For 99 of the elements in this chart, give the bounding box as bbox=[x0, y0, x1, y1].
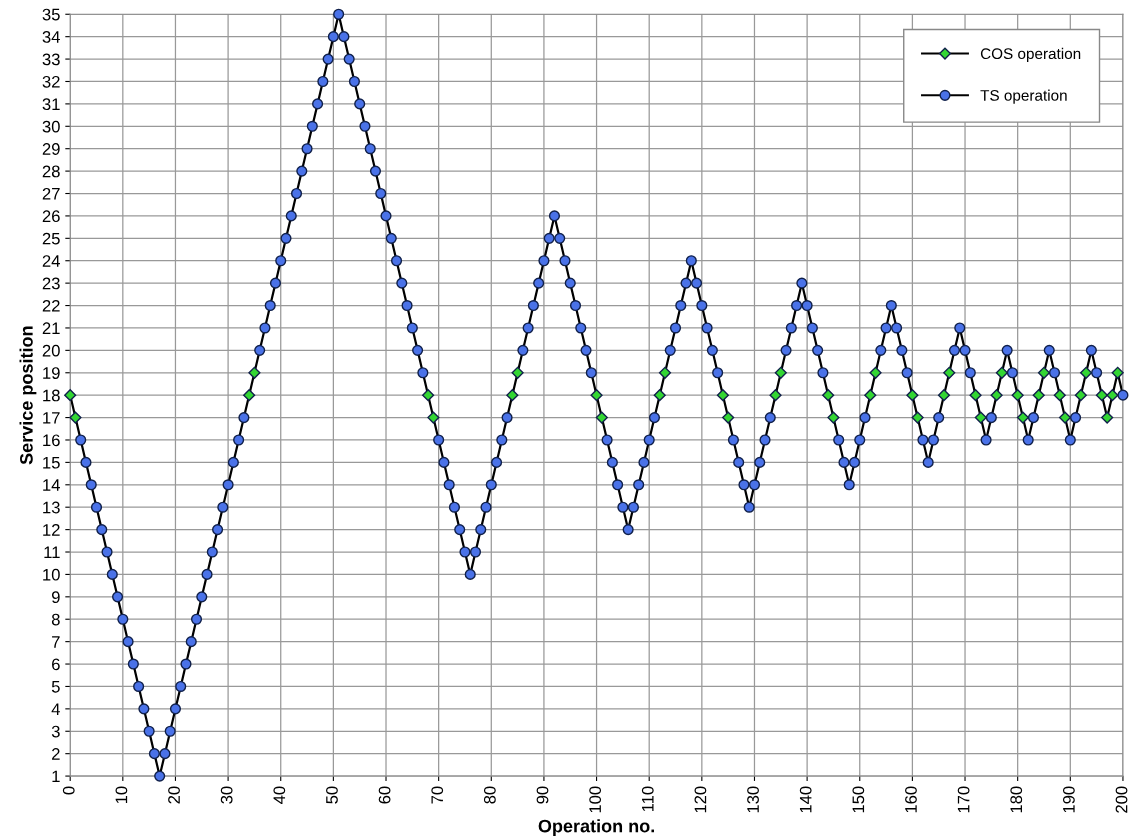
x-tick-label: 200 bbox=[1115, 786, 1128, 813]
point bbox=[1101, 411, 1114, 424]
point bbox=[64, 389, 77, 402]
y-tick-label: 19 bbox=[43, 367, 60, 379]
point bbox=[653, 389, 666, 402]
x-tick-label: 70 bbox=[431, 786, 444, 804]
y-tick-label: 32 bbox=[42, 75, 60, 88]
y-tick-label: 33 bbox=[42, 53, 60, 66]
x-tick-label: 80 bbox=[483, 786, 496, 804]
y-tick-label: 7 bbox=[52, 636, 60, 648]
x-tick-label: 170 bbox=[957, 786, 970, 813]
x-tick-label: 150 bbox=[852, 786, 865, 813]
y-tick-label: 13 bbox=[43, 501, 60, 514]
y-tick-label: 16 bbox=[43, 434, 60, 447]
point bbox=[990, 389, 1003, 402]
x-axis-title: Operation no. bbox=[538, 819, 655, 836]
y-tick-label: 8 bbox=[51, 613, 60, 626]
point bbox=[1053, 389, 1066, 402]
point bbox=[864, 389, 877, 402]
x-tick-label: 50 bbox=[326, 786, 338, 804]
point bbox=[1037, 366, 1051, 379]
x-tick-label: 110 bbox=[641, 786, 654, 812]
point bbox=[943, 366, 956, 379]
y-tick-label: 11 bbox=[44, 546, 60, 559]
point bbox=[906, 389, 919, 402]
y-tick-label: 34 bbox=[42, 31, 60, 43]
y-axis-title: Service position bbox=[19, 326, 37, 465]
point bbox=[1016, 411, 1030, 424]
y-tick-label: 29 bbox=[42, 143, 60, 155]
point bbox=[716, 389, 729, 402]
y-tick-label: 25 bbox=[42, 232, 60, 245]
point bbox=[969, 389, 982, 402]
x-tick-label: 90 bbox=[536, 786, 549, 804]
y-tick-label: 30 bbox=[42, 120, 60, 133]
point bbox=[937, 389, 951, 402]
y-tick-label: 12 bbox=[43, 524, 60, 536]
point bbox=[511, 366, 524, 379]
point bbox=[243, 389, 256, 402]
y-tick-label: 15 bbox=[43, 456, 60, 469]
x-tick-label: 130 bbox=[747, 786, 759, 813]
x-tick-label: 10 bbox=[115, 786, 128, 804]
point bbox=[1032, 389, 1045, 402]
y-tick-label: 4 bbox=[51, 703, 60, 715]
x-tick-label: 20 bbox=[168, 786, 180, 804]
y-tick-label: 24 bbox=[42, 255, 60, 267]
y-tick-label: 17 bbox=[43, 412, 60, 424]
y-tick-label: 21 bbox=[42, 322, 60, 334]
point bbox=[69, 411, 82, 424]
point bbox=[722, 411, 735, 424]
point bbox=[1111, 366, 1124, 379]
point bbox=[506, 389, 519, 402]
point bbox=[769, 389, 782, 402]
legend-label: COS operation bbox=[980, 47, 1081, 63]
point bbox=[995, 366, 1008, 379]
x-tick-label: 30 bbox=[220, 786, 233, 804]
point bbox=[422, 389, 435, 402]
point bbox=[869, 366, 882, 379]
y-tick-label: 28 bbox=[42, 165, 60, 178]
y-tick-label: 1 bbox=[52, 770, 60, 783]
x-tick-label: 190 bbox=[1062, 786, 1075, 813]
x-tick-label: 0 bbox=[62, 786, 75, 795]
y-tick-label: 18 bbox=[43, 389, 60, 402]
point bbox=[1080, 366, 1093, 379]
y-tick-label: 22 bbox=[42, 299, 60, 312]
x-tick-label: 160 bbox=[905, 786, 917, 813]
y-tick-label: 6 bbox=[52, 658, 60, 671]
point bbox=[427, 411, 440, 424]
y-tick-label: 20 bbox=[42, 344, 60, 357]
x-tick-label: 140 bbox=[799, 786, 812, 813]
point bbox=[1095, 389, 1108, 402]
point bbox=[1011, 389, 1024, 402]
y-tick-label: 26 bbox=[42, 210, 60, 223]
y-tick-label: 27 bbox=[42, 187, 60, 200]
point bbox=[658, 366, 672, 379]
point bbox=[590, 389, 603, 402]
x-tick-label: 100 bbox=[589, 786, 602, 813]
x-tick-label: 60 bbox=[378, 786, 391, 804]
point bbox=[1106, 389, 1119, 402]
y-tick-label: 3 bbox=[51, 725, 60, 738]
point bbox=[1074, 389, 1087, 402]
y-tick-label: 14 bbox=[43, 479, 60, 491]
point bbox=[822, 389, 835, 402]
x-tick-label: 40 bbox=[273, 786, 286, 804]
y-tick-label: 23 bbox=[42, 277, 60, 290]
y-tick-label: 9 bbox=[51, 591, 60, 604]
legend-label: TS operation bbox=[980, 89, 1067, 104]
point bbox=[595, 411, 608, 424]
y-tick-label: 31 bbox=[42, 98, 60, 111]
x-tick-label: 180 bbox=[1010, 786, 1023, 813]
point bbox=[248, 366, 261, 379]
x-tick-label: 120 bbox=[694, 786, 707, 813]
point bbox=[774, 366, 787, 379]
y-tick-label: 10 bbox=[43, 568, 60, 581]
y-tick-label: 5 bbox=[51, 681, 60, 693]
point bbox=[974, 411, 987, 424]
y-tick-label: 2 bbox=[52, 748, 60, 760]
point bbox=[827, 411, 840, 424]
point bbox=[911, 411, 924, 424]
y-tick-label: 35 bbox=[42, 8, 60, 21]
